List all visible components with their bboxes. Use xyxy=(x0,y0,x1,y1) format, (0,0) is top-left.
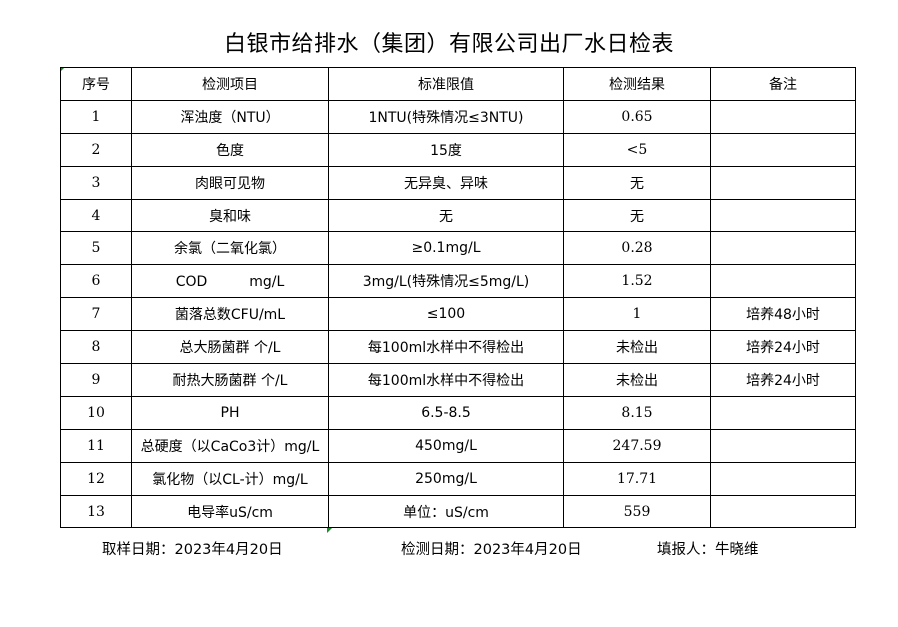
table-row: 8 总大肠菌群 个/L 每100ml水样中不得检出 未检出 培养24小时 xyxy=(60,330,856,365)
test-item-cell: COD mg/L xyxy=(131,264,329,299)
standard-limit-cell: ≥0.1mg/L xyxy=(328,231,564,266)
table-row: 6 COD mg/L 3mg/L(特殊情况≤5mg/L) 1.52 xyxy=(60,264,856,299)
row-number-cell: 8 xyxy=(60,330,132,365)
test-result-cell: 0.65 xyxy=(563,99,711,134)
test-item-cell: 耐热大肠菌群 个/L xyxy=(131,363,329,397)
row-number-cell: 11 xyxy=(60,428,132,463)
standard-limit-cell: 450mg/L xyxy=(328,428,564,463)
remark-cell xyxy=(710,165,856,200)
test-result-cell: 8.15 xyxy=(563,395,711,430)
remark-cell xyxy=(710,461,856,496)
standard-limit-cell: 3mg/L(特殊情况≤5mg/L) xyxy=(328,264,564,299)
row-number-cell: 5 xyxy=(60,231,132,266)
header-cell: 检测结果 xyxy=(563,67,711,101)
table-row: 7 菌落总数CFU/mL ≤100 1 培养48小时 xyxy=(60,297,856,332)
test-result-cell: 未检出 xyxy=(563,330,711,365)
test-item-cell: 总大肠菌群 个/L xyxy=(131,330,329,365)
table-row: 2 色度 15度 <5 xyxy=(60,132,856,167)
remark-cell: 培养24小时 xyxy=(710,363,856,397)
standard-limit-cell: 单位：uS/cm xyxy=(328,494,564,529)
row-number-cell: 3 xyxy=(60,165,132,200)
remark-cell xyxy=(710,428,856,463)
test-item-cell: PH xyxy=(131,395,329,430)
test-result-cell: <5 xyxy=(563,132,711,167)
test-item-cell: 余氯（二氧化氯） xyxy=(131,231,329,266)
test-result-cell: 0.28 xyxy=(563,231,711,266)
row-number-cell: 10 xyxy=(60,395,132,430)
standard-limit-cell: 15度 xyxy=(328,132,564,167)
table-row: 3 肉眼可见物 无异臭、异味无 xyxy=(60,165,856,200)
remark-cell xyxy=(710,264,856,299)
standard-limit-cell: 250mg/L xyxy=(328,461,564,496)
remark-cell xyxy=(710,395,856,430)
table-row: 10 PH 6.5-8.5 8.15 xyxy=(60,395,856,430)
remark-cell xyxy=(710,231,856,266)
row-number-cell: 13 xyxy=(60,494,132,529)
test-item-cell: 肉眼可见物 xyxy=(131,165,329,200)
row-number-cell: 4 xyxy=(60,198,132,233)
table-row: 4 臭和味无无 xyxy=(60,198,856,233)
row-number-cell: 7 xyxy=(60,297,132,332)
row-number-cell: 12 xyxy=(60,461,132,496)
table-row: 13 电导率uS/cm 单位：uS/cm 559 xyxy=(60,494,856,529)
test-result-cell: 未检出 xyxy=(563,363,711,397)
table-row: 5 余氯（二氧化氯） ≥0.1mg/L 0.28 xyxy=(60,231,856,266)
sampling-date: 取样日期：2023年4月20日 xyxy=(102,542,283,558)
row-number-cell: 6 xyxy=(60,264,132,299)
reporter: 填报人：牛晓维 xyxy=(657,542,759,558)
row-number-cell: 2 xyxy=(60,132,132,167)
remark-cell xyxy=(710,198,856,233)
test-item-cell: 电导率uS/cm xyxy=(131,494,329,529)
test-result-cell: 无 xyxy=(563,198,711,233)
remark-cell xyxy=(710,99,856,134)
header-cell: 标准限值 xyxy=(328,67,564,101)
test-result-cell: 247.59 xyxy=(563,428,711,463)
standard-limit-cell: 无异臭、异味 xyxy=(328,165,564,200)
test-date: 检测日期：2023年4月20日 xyxy=(401,542,582,558)
test-item-cell: 浑浊度（NTU） xyxy=(131,99,329,134)
test-item-cell: 臭和味 xyxy=(131,198,329,233)
test-item-cell: 菌落总数CFU/mL xyxy=(131,297,329,332)
water-quality-table: 序号 检测项目 标准限值 检测结果 备注 1 浑浊度（NTU） 1NTU(特殊情况≤… xyxy=(60,67,856,529)
standard-limit-cell: 6.5-8.5 xyxy=(328,395,564,430)
test-item-cell: 色度 xyxy=(131,132,329,167)
standard-limit-cell: 1NTU(特殊情况≤3NTU) xyxy=(328,99,564,134)
test-result-cell: 无 xyxy=(563,165,711,200)
test-item-cell: 氯化物（以CL-计）mg/L xyxy=(131,461,329,496)
header-cell: 序号 xyxy=(60,67,132,101)
standard-limit-cell: 无 xyxy=(328,198,564,233)
header-cell: 检测项目 xyxy=(131,67,329,101)
table-row: 12 氯化物（以CL-计）mg/L 250mg/L 17.71 xyxy=(60,461,856,496)
test-item-cell: 总硬度（以CaCo3计）mg/L xyxy=(131,428,329,463)
remark-cell: 培养48小时 xyxy=(710,297,856,332)
test-result-cell: 559 xyxy=(563,494,711,529)
header-cell: 备注 xyxy=(710,67,856,101)
remark-cell xyxy=(710,132,856,167)
remark-cell: 培养24小时 xyxy=(710,330,856,365)
report-title: 白银市给排水（集团）有限公司出厂水日检表 xyxy=(223,32,674,57)
test-result-cell: 1.52 xyxy=(563,264,711,299)
standard-limit-cell: 每100ml水样中不得检出 xyxy=(328,363,564,397)
row-number-cell: 1 xyxy=(60,99,132,134)
remark-cell xyxy=(710,494,856,529)
test-result-cell: 17.71 xyxy=(563,461,711,496)
table-row: 9 耐热大肠菌群 个/L 每100ml水样中不得检出 未检出 培养24小时 xyxy=(60,363,856,397)
standard-limit-cell: 每100ml水样中不得检出 xyxy=(328,330,564,365)
standard-limit-cell: ≤100 xyxy=(328,297,564,332)
row-number-cell: 9 xyxy=(60,363,132,397)
table-row: 1 浑浊度（NTU） 1NTU(特殊情况≤3NTU) 0.65 xyxy=(60,99,856,134)
cell-marker xyxy=(327,528,332,533)
test-result-cell: 1 xyxy=(563,297,711,332)
table-header-row: 序号 检测项目 标准限值 检测结果 备注 xyxy=(60,67,856,101)
table-row: 11 总硬度（以CaCo3计）mg/L 450mg/L 247.59 xyxy=(60,428,856,463)
